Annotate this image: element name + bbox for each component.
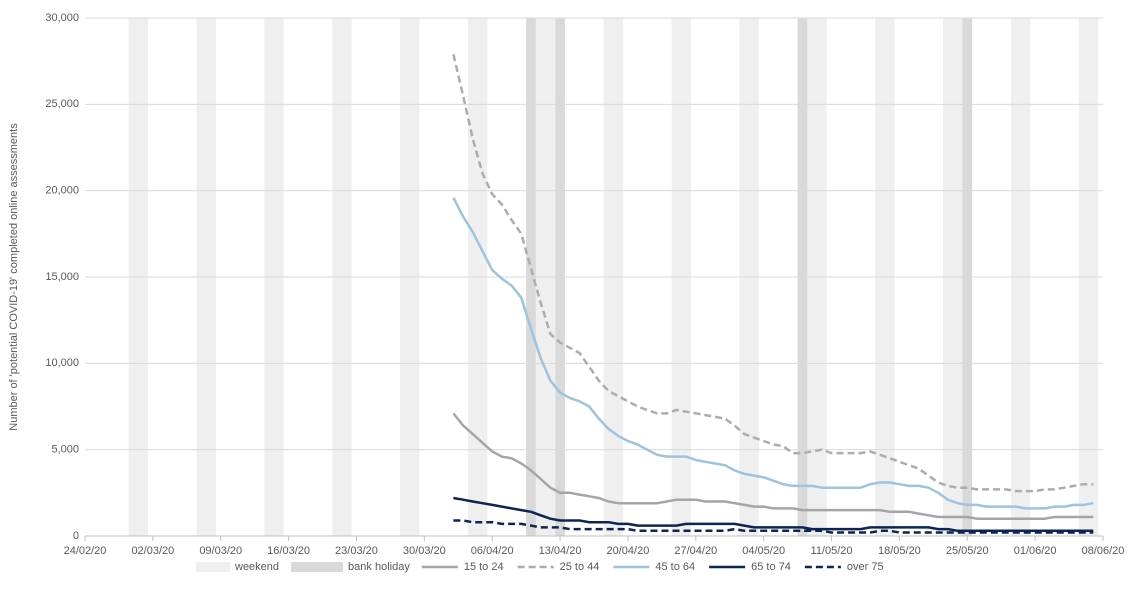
x-tick-label: 27/04/20 [674,545,717,557]
x-tick-label: 20/04/20 [607,545,650,557]
y-axis-title: Number of 'potential COVID-19' completed… [8,123,20,431]
x-tick-label: 24/02/20 [64,545,107,557]
legend-label: bank holiday [348,561,410,573]
x-tick-label: 02/03/20 [131,545,174,557]
legend-label: 45 to 64 [655,561,695,573]
legend-label: 25 to 44 [560,561,600,573]
y-tick-label: 20,000 [45,185,79,197]
series-line [452,197,1094,510]
series-line [452,412,1094,520]
legend-swatch [291,562,344,572]
series-line [453,496,1094,533]
x-tick-label: 18/05/20 [878,545,921,557]
x-tick-label: 23/03/20 [335,545,378,557]
series-line [453,519,1094,534]
y-tick-label: 0 [73,530,79,542]
x-tick-label: 25/05/20 [946,545,989,557]
y-tick-label: 10,000 [45,357,79,369]
y-tick-label: 30,000 [45,12,79,24]
series-line [452,54,1094,493]
x-tick-label: 09/03/20 [199,545,242,557]
y-tick-label: 25,000 [45,98,79,110]
x-tick-label: 01/06/20 [1014,545,1057,557]
x-tick-label: 08/06/20 [1082,545,1125,557]
legend-label: weekend [234,561,279,573]
x-tick-label: 11/05/20 [811,545,853,557]
y-tick-label: 15,000 [45,271,79,283]
x-tick-label: 16/03/20 [267,545,310,557]
y-tick-label: 5,000 [51,444,79,456]
legend-label: 15 to 24 [464,561,504,573]
legend-label: 65 to 74 [751,561,791,573]
legend-swatch [196,562,230,572]
x-tick-label: 06/04/20 [471,545,514,557]
legend-label: over 75 [847,561,884,573]
x-tick-label: 30/03/20 [403,545,446,557]
x-tick-label: 13/04/20 [539,545,582,557]
x-tick-label: 04/05/20 [742,545,785,557]
